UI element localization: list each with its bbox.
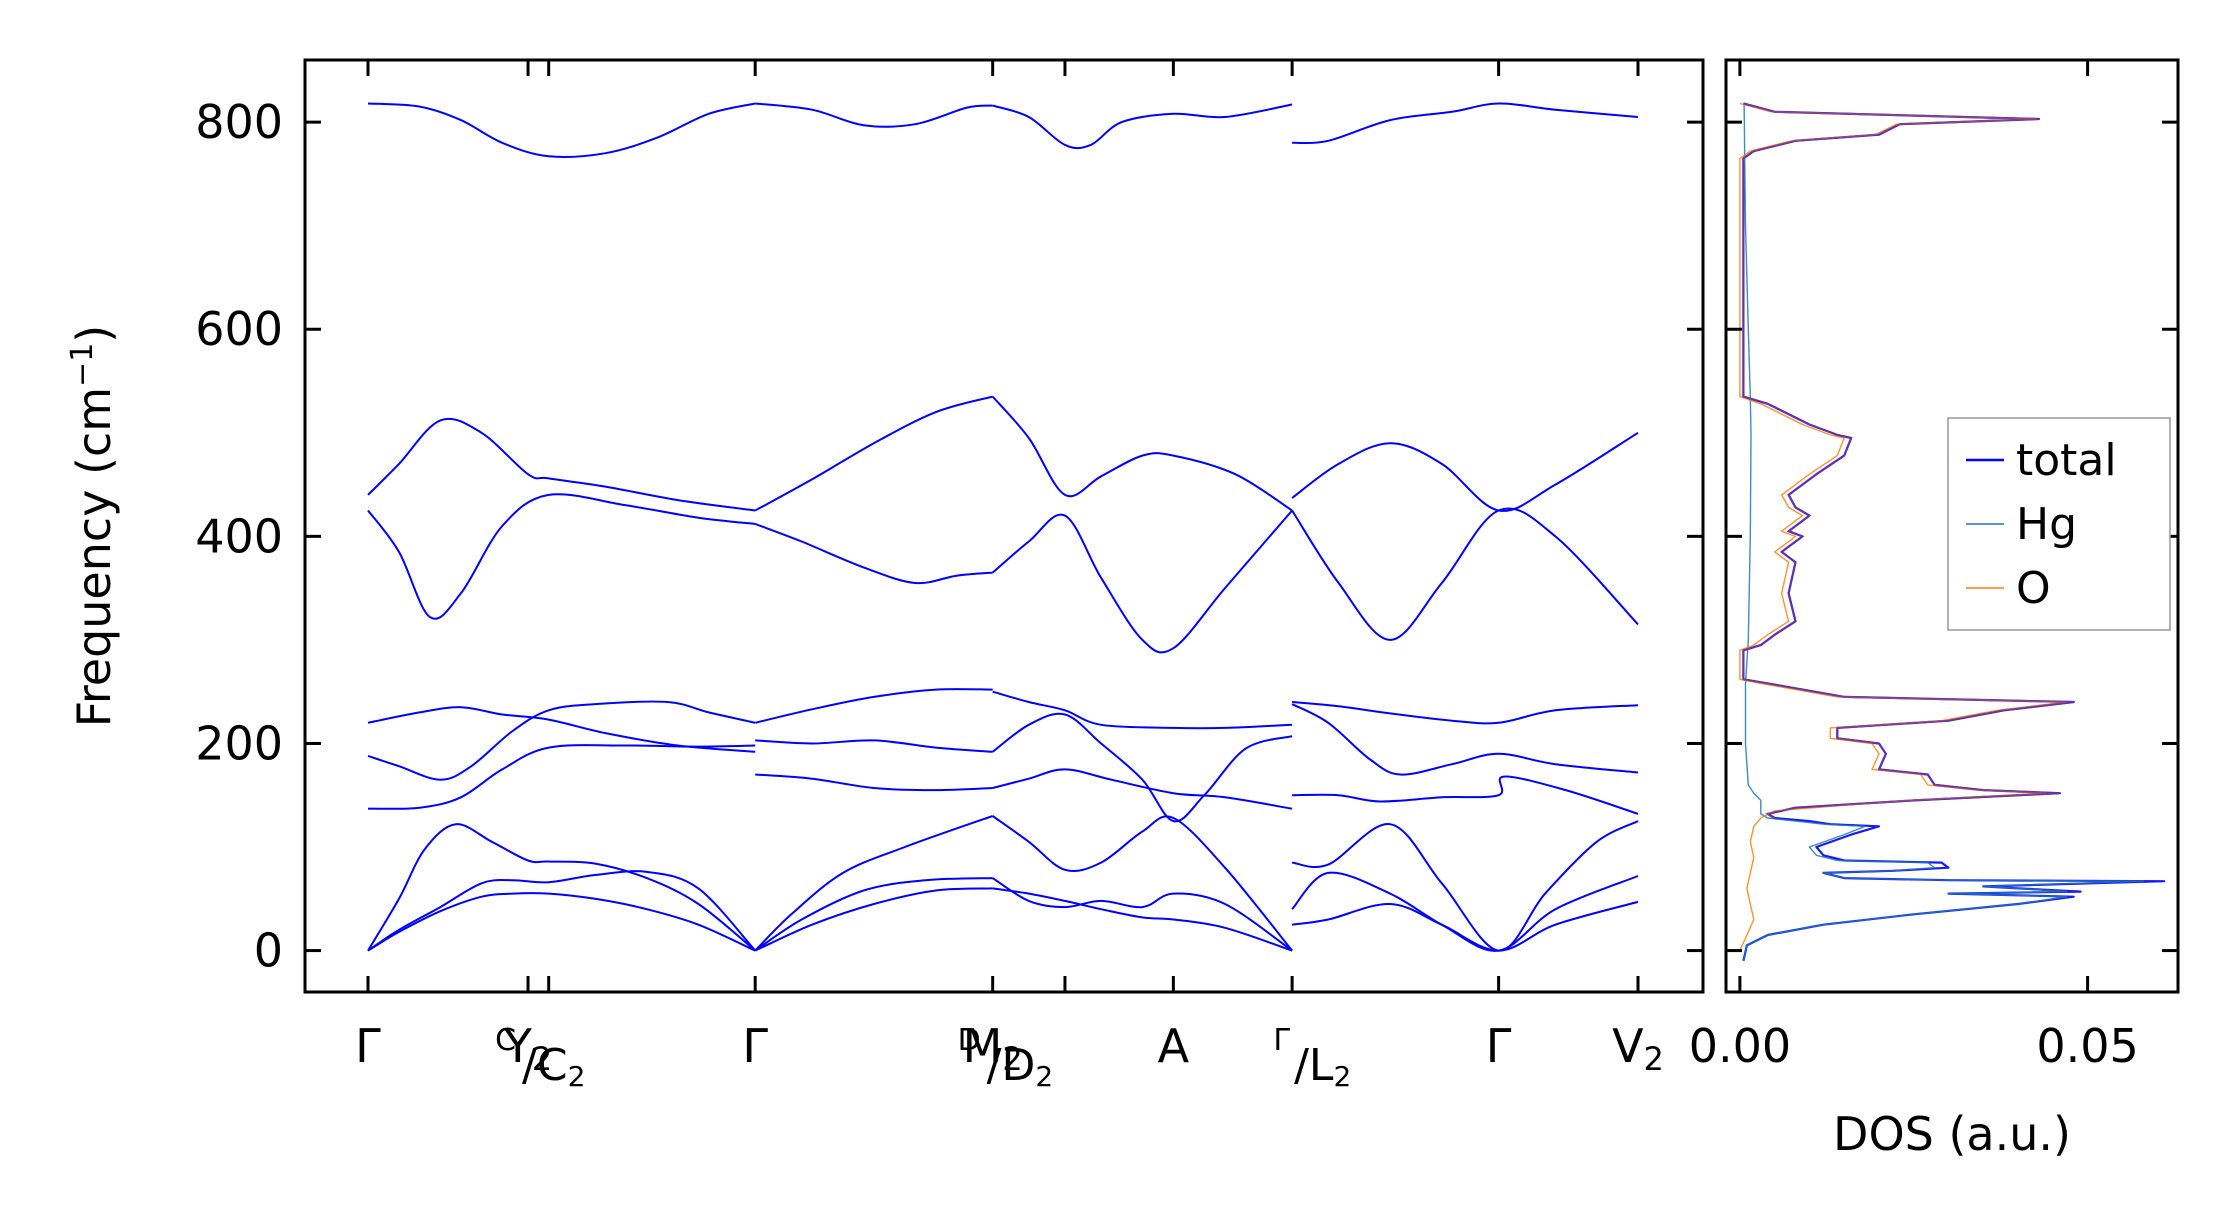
band-plot-frame bbox=[303, 58, 1705, 994]
dos-overlap-tint bbox=[1742, 102, 2074, 819]
band-line-seg3-b5 bbox=[1292, 775, 1639, 815]
band-line-seg3-b1 bbox=[1291, 431, 1639, 512]
band-line-seg0-b0 bbox=[367, 102, 756, 158]
ylabel-close: ) bbox=[67, 325, 121, 343]
band-line-seg2-b3 bbox=[992, 690, 1293, 730]
legend-label-o: O bbox=[2016, 563, 2051, 614]
band-line-seg2-b8 bbox=[992, 887, 1293, 952]
kpoint-label-6: A bbox=[1158, 1019, 1190, 1073]
band-line-seg1-b8 bbox=[754, 887, 993, 952]
band-line-seg2-b1 bbox=[991, 395, 1293, 512]
dos-xlabel: DOS (a.u.) bbox=[1833, 1107, 2071, 1161]
band-line-seg3-b4 bbox=[1291, 703, 1639, 776]
kpoint-over-7: /L2 bbox=[1294, 1040, 1351, 1093]
band-line-seg2-b4 bbox=[992, 712, 1293, 823]
kpoint-over-4: /D2 bbox=[987, 1040, 1054, 1093]
dos-line-hg bbox=[1742, 103, 2144, 962]
kpoint-label-9: V2 bbox=[1612, 1019, 1664, 1078]
band-kpoint-labels: Γ Y2C/C2Γ M2D/D2A Γ/L2Γ V2 bbox=[355, 60, 1664, 1093]
band-line-seg3-b0 bbox=[1292, 102, 1639, 145]
kpoint-label-0: Γ bbox=[355, 1019, 381, 1073]
kpoint-prefix-7: Γ bbox=[1273, 1023, 1290, 1058]
band-line-seg0-b6 bbox=[367, 823, 756, 952]
dos-plot: 0.00 0.05 total Hg O DOS (a.u.) bbox=[1689, 58, 2180, 1161]
dos-xtick-label-1: 0.05 bbox=[2036, 1019, 2138, 1073]
band-ylabel: Frequency (cm−1) bbox=[65, 325, 121, 728]
dos-line-o bbox=[1739, 102, 2068, 951]
band-ytick-label-1: 200 bbox=[195, 716, 283, 770]
ylabel-superscript: −1 bbox=[65, 343, 100, 387]
band-ytick-label-3: 600 bbox=[195, 302, 283, 356]
kpoint-label-3: Γ bbox=[742, 1019, 768, 1073]
band-line-seg1-b6 bbox=[754, 815, 994, 952]
band-line-seg1-b3 bbox=[754, 688, 993, 724]
band-line-seg0-b4 bbox=[367, 700, 756, 781]
legend-label-hg: Hg bbox=[2016, 499, 2077, 550]
kpoint-prefix-4: D bbox=[958, 1023, 981, 1058]
band-line-seg2-b0 bbox=[992, 103, 1293, 150]
dos-plot-frame bbox=[1724, 58, 2180, 994]
band-line-seg2-b7 bbox=[992, 877, 1293, 952]
band-line-seg1-b1 bbox=[754, 395, 993, 512]
ylabel-main: Frequency (cm bbox=[67, 387, 121, 727]
band-line-seg0-b8 bbox=[367, 892, 756, 952]
band-line-seg1-b7 bbox=[754, 877, 993, 952]
band-line-seg3-b8 bbox=[1291, 900, 1639, 952]
band-line-seg0-b5 bbox=[367, 744, 756, 810]
dos-axis-ticks: 0.00 0.05 bbox=[1689, 60, 2178, 1073]
kpoint-label-1: Y2 bbox=[503, 1019, 552, 1078]
band-axis-ticks: 0 200 400 600 800 bbox=[195, 95, 1703, 978]
band-line-seg1-b4 bbox=[755, 739, 993, 753]
band-line-seg0-b2 bbox=[367, 493, 756, 620]
band-line-seg3-b6 bbox=[1291, 820, 1639, 952]
band-ytick-label-0: 0 bbox=[254, 924, 283, 978]
kpoint-prefix-1: C bbox=[495, 1023, 516, 1058]
band-line-seg2-b2 bbox=[992, 509, 1293, 654]
band-ytick-label-2: 400 bbox=[195, 509, 283, 563]
kpoint-label-4: M2 bbox=[963, 1019, 1023, 1078]
band-line-seg0-b7 bbox=[367, 870, 756, 952]
band-line-seg2-b6 bbox=[992, 815, 1293, 952]
band-lines bbox=[367, 102, 1639, 952]
kpoint-label-8: Γ bbox=[1486, 1019, 1512, 1073]
dos-lines bbox=[1739, 102, 2166, 962]
band-ytick-label-4: 800 bbox=[195, 95, 283, 149]
band-line-seg1-b0 bbox=[755, 102, 993, 128]
band-line-seg0-b1 bbox=[367, 417, 756, 512]
band-line-seg1-b5 bbox=[755, 773, 993, 792]
band-line-seg2-b5 bbox=[992, 768, 1293, 810]
dos-legend: total Hg O bbox=[1947, 417, 2171, 631]
legend-label-total: total bbox=[2016, 435, 2117, 486]
kpoint-over-1: /C2 bbox=[522, 1040, 585, 1093]
band-line-seg3-b2 bbox=[1291, 507, 1639, 641]
band-line-seg1-b2 bbox=[754, 522, 993, 585]
dos-xtick-label-0: 0.00 bbox=[1689, 1019, 1791, 1073]
band-line-seg3-b3 bbox=[1292, 701, 1639, 725]
